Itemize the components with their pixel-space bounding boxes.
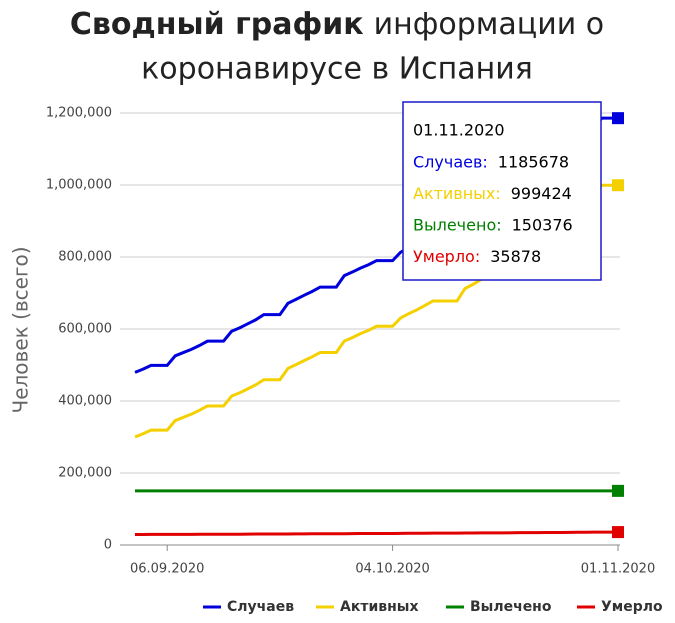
tooltip-value: 1185678 — [498, 153, 569, 172]
tooltip-value: 999424 — [511, 184, 572, 203]
tooltip-value: 35878 — [490, 247, 541, 266]
y-tick-label: 1,200,000 — [46, 106, 112, 121]
y-tick-label: 0 — [104, 538, 112, 553]
tooltip-label: Вылечено: — [413, 216, 502, 235]
legend-label: Умерло — [601, 599, 663, 615]
y-tick-label: 1,000,000 — [46, 178, 112, 193]
x-tick-label: 01.11.2020 — [581, 562, 655, 577]
end-marker — [612, 112, 624, 125]
legend-label: Случаев — [227, 599, 294, 615]
tooltip-value: 150376 — [512, 216, 573, 235]
y-tick-label: 400,000 — [58, 394, 112, 409]
tooltip-label: Случаев: — [413, 153, 488, 172]
chart-title: Сводный график информации о — [70, 7, 604, 42]
tooltip-label: Умерло: — [413, 247, 480, 266]
end-marker — [612, 179, 624, 192]
end-marker — [612, 526, 624, 539]
title-rest: информации о — [374, 7, 604, 42]
y-tick-label: 600,000 — [58, 322, 112, 337]
tooltip-date: 01.11.2020 — [413, 121, 505, 140]
chart-title-line2: коронавирусе в Испания — [141, 52, 533, 87]
y-tick-label: 200,000 — [58, 466, 112, 481]
y-axis-title: Человек (всего) — [9, 246, 33, 413]
legend-label: Вылечено — [470, 599, 552, 615]
x-tick-label: 04.10.2020 — [355, 562, 429, 577]
x-tick-label: 06.09.2020 — [130, 562, 204, 577]
y-tick-label: 800,000 — [58, 250, 112, 265]
series-line — [134, 530, 618, 536]
end-marker — [612, 484, 624, 497]
tooltip-label: Активных: — [413, 184, 501, 203]
legend-label: Активных — [340, 599, 418, 615]
title-bold: Сводный график — [70, 7, 364, 42]
tooltip-box — [402, 101, 602, 281]
